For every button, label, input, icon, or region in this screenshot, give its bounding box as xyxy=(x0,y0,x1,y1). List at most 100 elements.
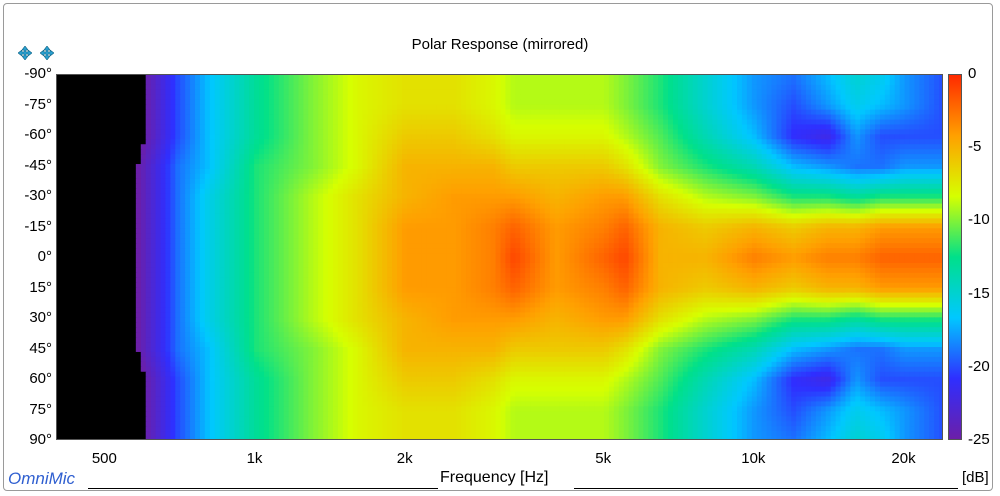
heatmap-cell xyxy=(544,124,551,131)
heatmap-cell xyxy=(96,154,102,160)
heatmap-cell xyxy=(61,144,68,150)
heatmap-cell xyxy=(254,134,260,140)
heatmap-cell xyxy=(480,188,487,195)
heatmap-cell xyxy=(190,144,196,150)
heatmap-cell xyxy=(406,84,413,91)
heatmap-cell xyxy=(259,159,265,165)
heatmap-cell xyxy=(352,134,359,140)
heatmap-cell xyxy=(914,129,920,135)
heatmap-cell xyxy=(741,139,748,145)
heatmap-cell xyxy=(879,114,886,121)
heatmap-cell xyxy=(204,124,211,131)
heatmap-cell xyxy=(599,109,605,116)
heatmap-cell xyxy=(160,203,167,210)
heatmap-cell xyxy=(234,94,240,101)
heatmap-plot-area[interactable] xyxy=(56,74,943,440)
heatmap-cell xyxy=(431,129,438,135)
heatmap-cell xyxy=(894,109,901,116)
heatmap-cell xyxy=(505,168,511,175)
heatmap-cell xyxy=(781,109,787,116)
heatmap-cell xyxy=(234,178,240,185)
heatmap-cell xyxy=(564,134,571,140)
heatmap-cell xyxy=(175,84,181,91)
heatmap-cell xyxy=(737,94,743,101)
heatmap-cell xyxy=(564,79,571,86)
zoom-out-icon[interactable] xyxy=(40,46,54,60)
heatmap-cell xyxy=(559,104,566,111)
heatmap-cell xyxy=(175,144,181,150)
heatmap-cell xyxy=(603,173,610,180)
heatmap-cell xyxy=(61,168,68,175)
heatmap-cell xyxy=(786,203,792,210)
heatmap-cell xyxy=(810,114,817,121)
heatmap-cell xyxy=(663,119,669,126)
heatmap-cell xyxy=(436,208,442,215)
heatmap-cell xyxy=(870,203,876,210)
heatmap-cell xyxy=(865,99,871,106)
heatmap-cell xyxy=(569,139,576,145)
heatmap-cell xyxy=(692,198,699,205)
heatmap-cell xyxy=(855,129,861,135)
heatmap-cell xyxy=(712,164,718,170)
heatmap-cell xyxy=(722,203,728,210)
heatmap-cell xyxy=(692,139,699,145)
heatmap-cell xyxy=(845,94,851,101)
heatmap-cell xyxy=(672,84,679,91)
heatmap-cell xyxy=(825,124,832,131)
heatmap-cell xyxy=(470,173,477,180)
heatmap-cell xyxy=(332,124,339,131)
heatmap-cell xyxy=(57,173,63,180)
heatmap-cell xyxy=(574,159,580,165)
heatmap-cell xyxy=(451,124,457,131)
heatmap-cell xyxy=(574,129,580,135)
heatmap-cell xyxy=(57,104,63,111)
heatmap-cell xyxy=(894,173,901,180)
heatmap-cell xyxy=(939,193,942,200)
heatmap-cell xyxy=(865,154,871,160)
heatmap-cell xyxy=(106,79,112,86)
heatmap-cell xyxy=(544,149,551,155)
heatmap-cell xyxy=(436,84,442,91)
heatmap-cell xyxy=(865,134,871,140)
heatmap-cell xyxy=(539,79,546,86)
heatmap-cell xyxy=(436,94,442,101)
heatmap-cell xyxy=(96,178,102,185)
heatmap-cell xyxy=(608,203,615,210)
heatmap-cell xyxy=(106,84,112,91)
heatmap-cell xyxy=(125,198,132,205)
heatmap-cell xyxy=(845,75,851,81)
heatmap-cell xyxy=(332,94,339,101)
heatmap-cell xyxy=(135,109,142,116)
heatmap-cell xyxy=(342,203,349,210)
heatmap-cell xyxy=(411,99,418,106)
heatmap-cell xyxy=(761,114,768,121)
heatmap-cell xyxy=(810,134,817,140)
heatmap-cell xyxy=(406,104,413,111)
heatmap-cell xyxy=(599,173,605,180)
heatmap-cell xyxy=(648,154,654,160)
zoom-in-icon[interactable] xyxy=(18,46,32,60)
heatmap-cell xyxy=(387,109,393,116)
heatmap-cell xyxy=(406,164,413,170)
heatmap-cell xyxy=(939,164,942,170)
heatmap-cell xyxy=(155,144,162,150)
heatmap-cell xyxy=(820,193,827,200)
heatmap-cell xyxy=(441,168,447,175)
heatmap-cell xyxy=(57,109,63,116)
heatmap-cell xyxy=(530,94,536,101)
heatmap-cell xyxy=(781,129,787,135)
heatmap-cell xyxy=(727,94,733,101)
heatmap-cell xyxy=(712,149,718,155)
heatmap-cell xyxy=(165,104,171,111)
heatmap-cell xyxy=(209,188,216,195)
heatmap-cell xyxy=(342,178,349,185)
heatmap-cell xyxy=(91,198,98,205)
heatmap-cell xyxy=(155,84,162,91)
heatmap-cell xyxy=(909,129,916,135)
heatmap-cell xyxy=(781,164,787,170)
heatmap-cell xyxy=(810,149,817,155)
heatmap-cell xyxy=(288,149,295,155)
heatmap-cell xyxy=(214,178,221,185)
heatmap-cell xyxy=(145,119,152,126)
heatmap-cell xyxy=(860,203,866,210)
